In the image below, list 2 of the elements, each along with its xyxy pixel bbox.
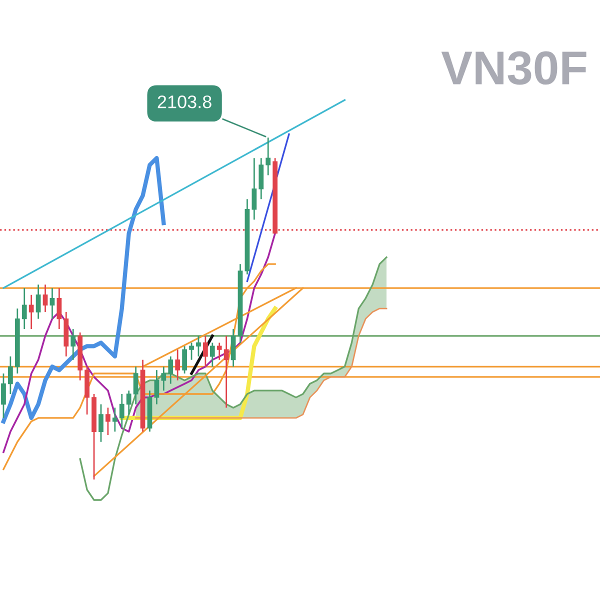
text: VN30F: [441, 51, 586, 85]
text: 2103.8: [158, 95, 212, 108]
